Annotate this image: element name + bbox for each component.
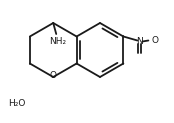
Text: O: O	[151, 36, 158, 45]
Text: NH₂: NH₂	[49, 37, 66, 46]
Text: N: N	[136, 37, 143, 46]
Text: H₂O: H₂O	[8, 99, 26, 108]
Text: O: O	[50, 71, 57, 80]
